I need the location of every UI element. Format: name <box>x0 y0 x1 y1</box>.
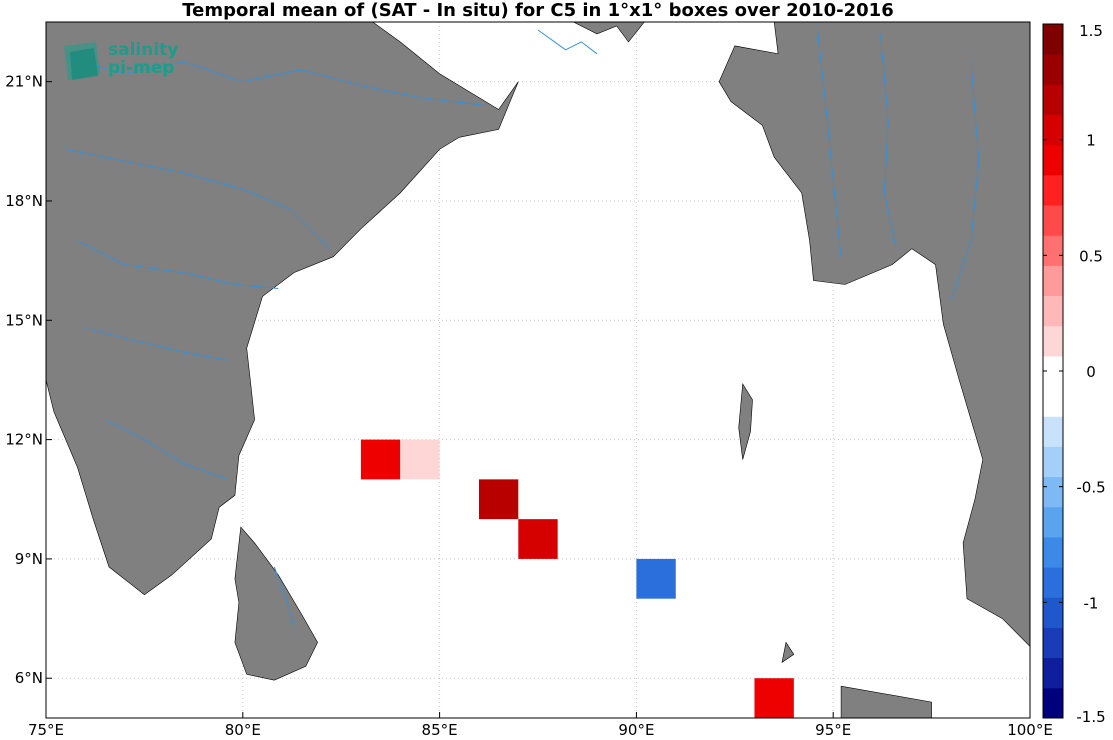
land-island-2 <box>840 685 932 718</box>
land-island-0 <box>738 382 753 460</box>
colorbar-tick-label-0: 1.5 <box>1079 22 1103 40</box>
river-6 <box>817 29 842 257</box>
river-9 <box>273 566 295 627</box>
y-tick-label-1: 9°N <box>15 550 43 568</box>
colorbar-tick-label-4: -0.5 <box>1076 479 1105 497</box>
data-cells <box>360 439 794 718</box>
river-4 <box>104 419 228 480</box>
y-tick-label-2: 12°N <box>5 431 43 449</box>
colorbar-segment-9 <box>1043 416 1063 447</box>
colorbar-segment-4 <box>1043 567 1063 598</box>
river-2 <box>77 240 279 289</box>
colorbar-ticks: 1.5 1 0.5 0 -0.5 -1 -1.5 <box>1043 22 1106 726</box>
x-tick-label-5: 100°E <box>1007 721 1053 739</box>
rivers-layer <box>65 29 980 627</box>
colorbar-tick-label-6: -1.5 <box>1076 708 1105 726</box>
y-tick-label-0: 6°N <box>15 669 43 687</box>
x-axis-ticks: 75°E 80°E 85°E 90°E 95°E 100°E <box>28 712 1053 739</box>
colorbar-segment-7 <box>1043 476 1063 508</box>
y-tick-label-4: 18°N <box>5 192 43 210</box>
colorbar-segment-22 <box>1043 24 1063 55</box>
colorbar-segment-16 <box>1043 205 1063 236</box>
colorbar-tick-label-3: 0 <box>1086 363 1096 381</box>
colorbar-segment-3 <box>1043 597 1063 628</box>
logo-line-1: salinity <box>108 40 179 60</box>
colorbar-segment-11 <box>1043 355 1063 387</box>
colorbar-segment-14 <box>1043 265 1063 297</box>
data-cell-3 <box>518 519 558 559</box>
data-cell-0 <box>360 439 401 480</box>
colorbar-segment-1 <box>1043 657 1063 689</box>
map-frame <box>45 21 1031 719</box>
x-tick-label-4: 95°E <box>815 721 851 739</box>
y-tick-label-5: 21°N <box>5 73 43 91</box>
land-island-1 <box>781 641 795 663</box>
river-3 <box>85 327 228 361</box>
colorbar-tick-label-1: 1 <box>1086 132 1096 150</box>
data-cell-2 <box>478 479 519 520</box>
x-tick-label-1: 80°E <box>225 721 261 739</box>
y-axis-ticks: 6°N 9°N 12°N 15°N 18°N 21°N <box>5 73 52 687</box>
y-tick-label-3: 15°N <box>5 311 43 329</box>
land-sri-lanka <box>234 526 318 681</box>
colorbar-tick-label-2: 0.5 <box>1079 247 1103 265</box>
land-east <box>573 22 1030 647</box>
river-8 <box>950 61 980 301</box>
data-cell-4 <box>636 558 676 599</box>
colorbar-segment-10 <box>1043 386 1063 417</box>
colorbar-segment-20 <box>1043 84 1063 116</box>
colorbar-segment-5 <box>1043 536 1063 568</box>
colorbar-segment-15 <box>1043 235 1063 266</box>
colorbar-segment-12 <box>1043 325 1063 357</box>
map-title: Temporal mean of (SAT - In situ) for C5 … <box>182 0 894 21</box>
colorbar-tick-label-5: -1 <box>1084 594 1099 612</box>
logo-icon <box>64 42 100 80</box>
colorbar-segment-18 <box>1043 144 1063 176</box>
salinity-pi-mep-logo: salinity pi-mep <box>60 40 190 84</box>
colorbar-segment-13 <box>1043 295 1063 327</box>
data-cell-1 <box>400 439 440 480</box>
river-0 <box>65 57 487 106</box>
river-7 <box>879 33 897 249</box>
river-5 <box>537 29 598 55</box>
colorbar-segment-6 <box>1043 506 1063 538</box>
colorbar-segment-17 <box>1043 174 1063 206</box>
x-tick-label-3: 90°E <box>618 721 654 739</box>
river-1 <box>65 148 330 250</box>
colorbar-segment-21 <box>1043 54 1063 85</box>
colorbar-segment-0 <box>1043 687 1063 719</box>
colorbar-segment-8 <box>1043 446 1063 478</box>
x-tick-label-0: 75°E <box>28 721 64 739</box>
data-cell-5 <box>754 678 794 718</box>
x-tick-label-2: 85°E <box>422 721 458 739</box>
logo-line-2: pi-mep <box>108 58 175 78</box>
colorbar <box>1042 23 1064 719</box>
colorbar-segment-2 <box>1043 627 1063 659</box>
colorbar-segment-19 <box>1043 114 1063 146</box>
